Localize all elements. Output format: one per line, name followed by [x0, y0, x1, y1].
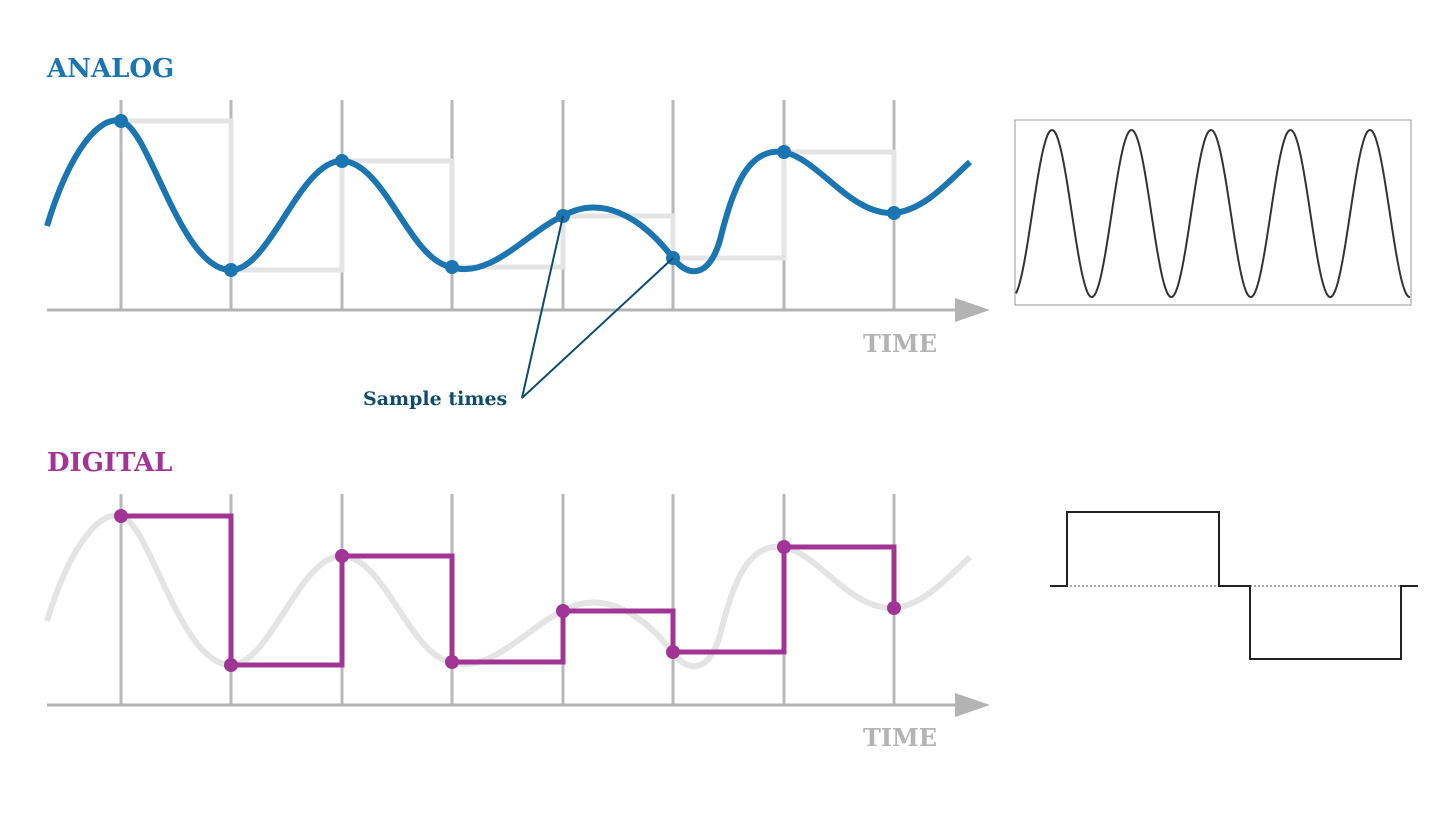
analog-grid: [119, 100, 896, 310]
sine-frame: [1014, 119, 1412, 306]
annotation-lines: [521, 215, 674, 399]
digital-samples: [114, 509, 901, 672]
square-wave: [1050, 511, 1418, 660]
analog-arrow: [955, 298, 990, 322]
analog-axis-label: TIME: [863, 329, 937, 358]
analog-steps: [121, 118, 897, 273]
digital-grid: [119, 494, 896, 705]
ghost-wave: [44, 512, 973, 670]
analog-wave: [44, 117, 973, 275]
digital-steps: [121, 513, 897, 668]
digital-arrow: [955, 693, 990, 717]
digital-title: DIGITAL: [47, 448, 172, 478]
digital-axis-label: TIME: [863, 723, 937, 752]
analog-title: ANALOG: [46, 54, 174, 84]
sine-wave: [1015, 128, 1411, 299]
annotation: Sample times: [363, 388, 507, 410]
